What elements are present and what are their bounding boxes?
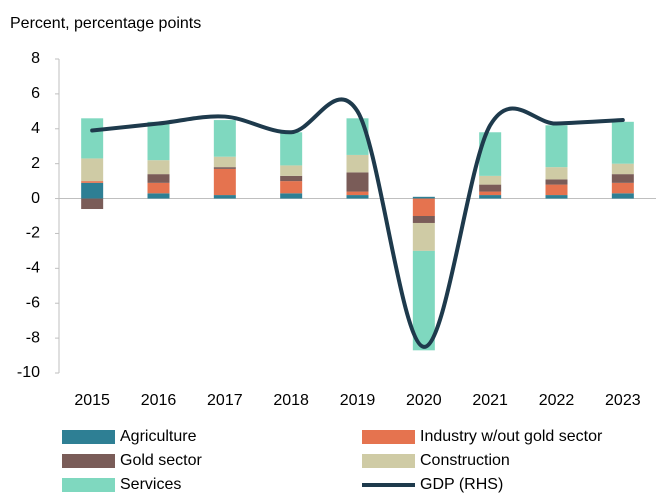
legend-label: Construction bbox=[420, 452, 510, 469]
bar-segment bbox=[81, 182, 104, 199]
bar-segment bbox=[213, 156, 236, 168]
y-tick-label: -2 bbox=[26, 225, 40, 242]
x-tick-label: 2021 bbox=[472, 392, 508, 409]
bar-segment bbox=[611, 182, 634, 194]
bar-segment bbox=[81, 118, 104, 159]
bar-segment bbox=[611, 121, 634, 164]
bar-segment bbox=[346, 191, 369, 196]
x-tick-label: 2015 bbox=[74, 392, 110, 409]
y-tick-label: 2 bbox=[31, 155, 40, 172]
bar-segment bbox=[412, 222, 435, 251]
bar-segment bbox=[280, 193, 303, 199]
bar-segment bbox=[346, 172, 369, 192]
bar-segment bbox=[412, 198, 435, 216]
bar-segment bbox=[147, 174, 170, 183]
y-tick-label: 0 bbox=[31, 190, 40, 207]
bar-segment bbox=[545, 184, 568, 196]
bar-segment bbox=[147, 121, 170, 161]
legend-swatch bbox=[362, 430, 415, 444]
bar-segment bbox=[280, 175, 303, 182]
bar-segment bbox=[479, 184, 502, 192]
legend-swatch bbox=[62, 478, 115, 492]
bar-segment bbox=[346, 195, 369, 199]
y-tick-label: 8 bbox=[31, 50, 40, 67]
legend-label: Services bbox=[120, 476, 181, 493]
bar-segment bbox=[147, 182, 170, 194]
bar-segment bbox=[280, 165, 303, 176]
bar-segment bbox=[147, 193, 170, 199]
x-tick-label: 2016 bbox=[141, 392, 177, 409]
legend-label: Gold sector bbox=[120, 452, 202, 469]
x-tick-label: 2022 bbox=[539, 392, 575, 409]
bar-segment bbox=[213, 195, 236, 199]
y-tick-label: -4 bbox=[26, 260, 40, 277]
bar-segment bbox=[545, 125, 568, 168]
bar-segment bbox=[213, 120, 236, 157]
bar-segment bbox=[412, 216, 435, 223]
chart-title: Percent, percentage points bbox=[10, 15, 201, 32]
bar-segment bbox=[611, 163, 634, 175]
legend-swatch bbox=[62, 430, 115, 444]
legend-swatch bbox=[362, 454, 415, 468]
bar-segment bbox=[213, 168, 236, 196]
x-tick-label: 2023 bbox=[605, 392, 641, 409]
legend-label: Industry w/out gold sector bbox=[420, 428, 603, 445]
bar-segment bbox=[81, 158, 104, 182]
bar-segment bbox=[346, 154, 369, 173]
bar-segment bbox=[412, 196, 435, 199]
y-tick-label: -10 bbox=[17, 364, 40, 381]
bar-segment bbox=[81, 198, 104, 210]
bar-segment bbox=[611, 174, 634, 183]
bar-segment bbox=[545, 195, 568, 199]
bar-segment bbox=[479, 175, 502, 185]
line bbox=[90, 97, 625, 349]
bar-segment bbox=[147, 160, 170, 175]
x-tick-label: 2020 bbox=[406, 392, 442, 409]
bar-segment bbox=[280, 181, 303, 194]
y-tick-label: -6 bbox=[26, 294, 40, 311]
bar-segment bbox=[611, 193, 634, 199]
bar-segment bbox=[412, 250, 435, 351]
y-tick-label: -8 bbox=[26, 329, 40, 346]
bar-segment bbox=[545, 179, 568, 185]
y-tick-label: 4 bbox=[31, 120, 40, 137]
x-tick-label: 2019 bbox=[340, 392, 376, 409]
bar-segment bbox=[479, 195, 502, 199]
bar-segment bbox=[280, 132, 303, 166]
y-tick-label: 6 bbox=[31, 85, 40, 102]
x-tick-label: 2018 bbox=[273, 392, 309, 409]
bar-segment bbox=[479, 191, 502, 196]
legend-swatch bbox=[62, 454, 115, 468]
bar-segment bbox=[545, 167, 568, 180]
bar-segment bbox=[81, 181, 104, 183]
legend-label: Agriculture bbox=[120, 428, 197, 445]
x-tick-label: 2017 bbox=[207, 392, 243, 409]
bar-segment bbox=[213, 167, 236, 169]
legend-label: GDP (RHS) bbox=[420, 476, 503, 493]
